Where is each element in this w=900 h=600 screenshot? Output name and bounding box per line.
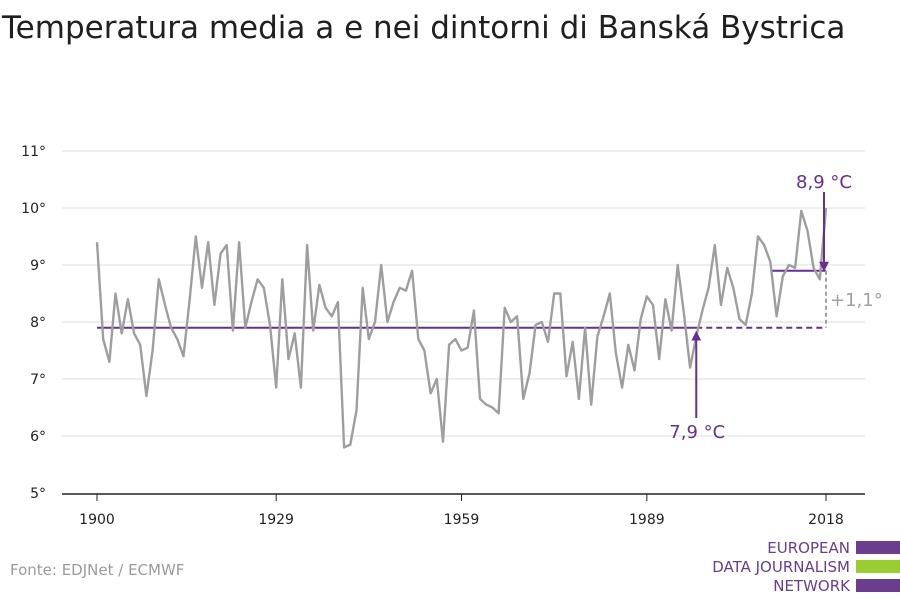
x-tick-label: 2018 [808,512,844,528]
source-note: Fonte: EDJNet / ECMWF [10,561,185,579]
x-tick-label: 1900 [79,512,115,528]
recent-value-label: 8,9 °C [796,172,852,193]
x-tick-label: 1929 [258,512,294,528]
x-axis: 1900 1929 1959 1989 2018 [62,493,865,528]
y-tick-label: 7° [30,372,46,388]
logo-bar-3 [856,579,900,592]
y-tick-label: 9° [30,258,46,274]
annotations: 7,9 °C 8,9 °C +1,1° [669,172,882,443]
series-layer [95,207,828,449]
temperature-chart: 5° 6° 7° 8° 9° 10° 11° 1900 1929 1959 1989 2018 7,… [21,144,883,528]
y-tick-label: 5° [30,486,46,502]
edjnet-logo: EUROPEAN DATA JOURNALISM NETWORK [640,538,900,596]
logo-line-2: DATA JOURNALISM [712,558,850,576]
baseline-value-label: 7,9 °C [669,422,725,443]
difference-label: +1,1° [830,290,883,311]
gridlines [62,150,865,437]
temperature-series-line [95,207,828,449]
logo-bar-2 [856,560,900,573]
x-tick-label: 1959 [444,512,480,528]
chart-title: Temperatura media a e nei dintorni di Ba… [2,10,846,46]
y-axis-ticks: 5° 6° 7° 8° 9° 10° 11° [21,144,46,502]
logo-line-3: NETWORK [773,577,850,595]
y-tick-label: 11° [21,144,46,160]
y-tick-label: 8° [30,315,46,331]
reference-lines [97,269,827,329]
logo-line-1: EUROPEAN [767,539,850,557]
logo-bar-1 [856,541,900,554]
y-tick-label: 6° [30,429,46,445]
y-tick-label: 10° [21,201,46,217]
x-tick-label: 1989 [629,512,665,528]
